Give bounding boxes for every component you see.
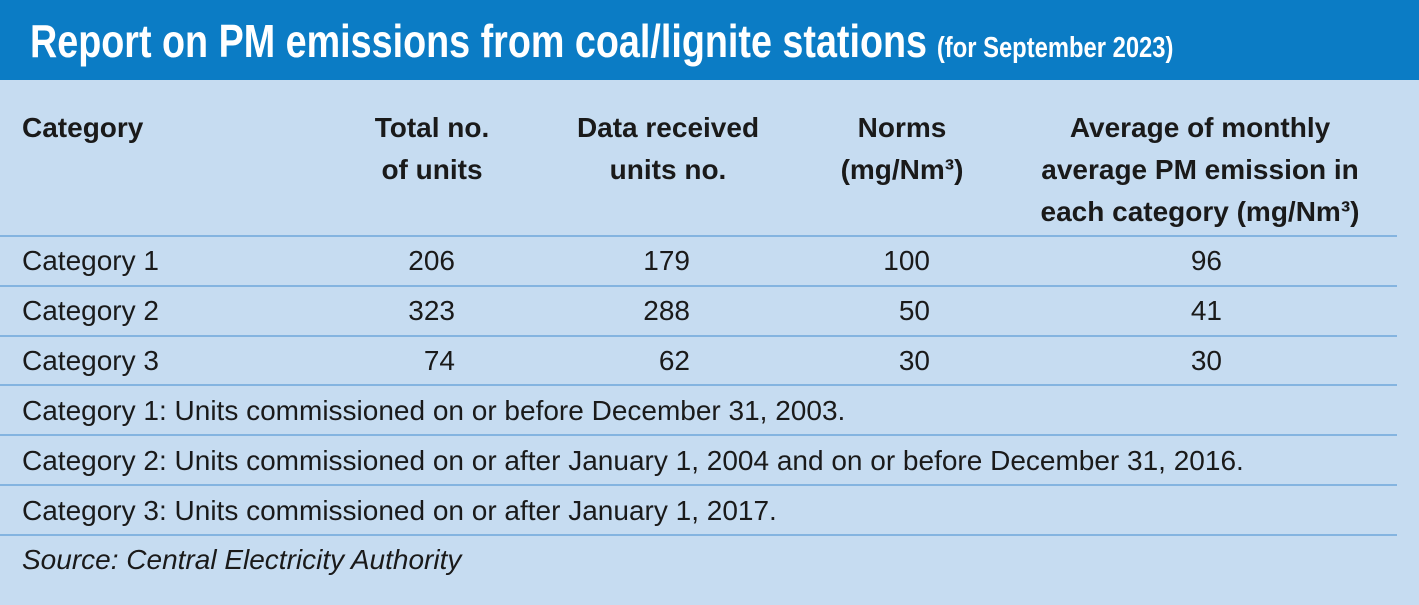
title-text: Report on PM emissions from coal/lignite…	[30, 15, 928, 67]
row-separator	[0, 285, 1397, 287]
cell-value: 30	[898, 345, 930, 376]
cell-value: 62	[658, 345, 690, 376]
cell-value: 206	[408, 245, 455, 276]
subtitle: (for September 2023)	[936, 32, 1174, 64]
cell-value: 100	[883, 245, 930, 276]
note: Category 3: Units commissioned on or aft…	[22, 495, 777, 526]
column-header: units no.	[609, 154, 727, 185]
source: Source: Central Electricity Authority	[22, 544, 462, 575]
cell-value: 41	[1190, 295, 1222, 326]
title-bar	[0, 0, 1419, 80]
title: Report on PM emissions from coal/lignite…	[30, 14, 1173, 68]
cell-value: 179	[643, 245, 690, 276]
row-separator	[0, 335, 1397, 337]
cell-value: 74	[423, 345, 455, 376]
row-separator	[0, 235, 1397, 237]
cell-value: 30	[1190, 345, 1222, 376]
row-label: Category 1	[22, 245, 159, 276]
row-separator	[0, 534, 1397, 536]
row-label: Category 3	[22, 345, 159, 376]
column-header: average PM emission in	[1041, 154, 1359, 185]
column-header: (mg/Nm³)	[840, 154, 964, 185]
column-header: Norms	[857, 112, 947, 143]
cell-value: 323	[408, 295, 455, 326]
cell-value: 288	[643, 295, 690, 326]
row-separator	[0, 434, 1397, 436]
column-header: Category	[22, 112, 144, 143]
cell-value: 96	[1190, 245, 1222, 276]
cell-value: 50	[898, 295, 930, 326]
note: Category 2: Units commissioned on or aft…	[22, 445, 1244, 476]
row-separator	[0, 384, 1397, 386]
column-header: Average of monthly	[1069, 112, 1331, 143]
column-header: of units	[381, 154, 483, 185]
column-header: Data received	[576, 112, 760, 143]
column-header: each category (mg/Nm³)	[1040, 196, 1360, 227]
row-separator	[0, 484, 1397, 486]
note: Category 1: Units commissioned on or bef…	[22, 395, 846, 426]
row-label: Category 2	[22, 295, 159, 326]
column-header: Total no.	[374, 112, 490, 143]
